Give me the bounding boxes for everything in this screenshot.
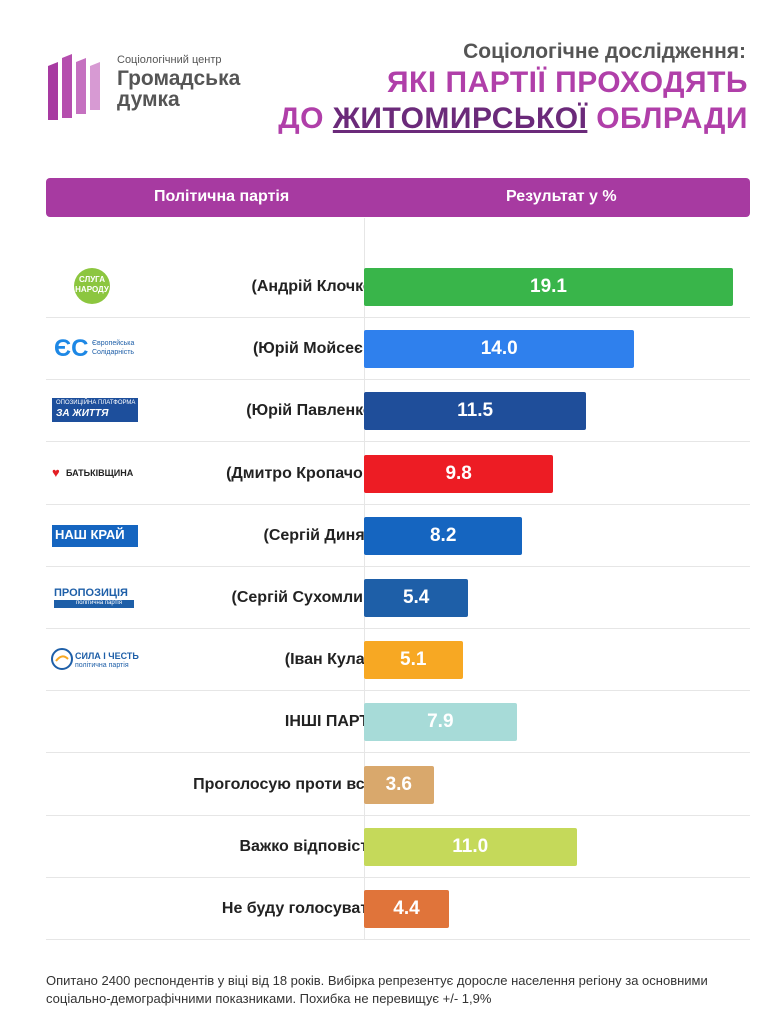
nash-krai-logo: НАШ КРАЙ	[50, 516, 142, 554]
bar: 3.6	[364, 765, 434, 804]
logo-name: Громадська думка	[117, 67, 241, 111]
bar: 5.1	[364, 641, 463, 680]
bar-value-label: 7.9	[427, 711, 454, 733]
bar: 4.4	[364, 890, 449, 928]
chart-row: (Сергій Диняк)	[46, 505, 750, 567]
header-result: Результат у %	[506, 188, 617, 205]
chart-row: (Сергій Сухомлин)	[46, 567, 750, 629]
bar: 11.0	[364, 827, 577, 866]
syla-i-chest-logo: СИЛА І ЧЕСТЬ політична партія	[50, 640, 142, 678]
bar-value-label: 5.1	[400, 649, 427, 671]
category-label: (Юрій Мойсеєв)	[252, 340, 378, 358]
yevropeiska-solidarnist-logo: ЄС Європейська Солідарність	[54, 335, 135, 363]
row-separator	[46, 503, 750, 505]
bar: 14.0	[364, 330, 635, 369]
category-label: (Сергій Диняк)	[263, 526, 378, 544]
row-separator	[46, 441, 750, 443]
title-top: Соціологічне дослідження:	[463, 40, 746, 63]
bar: 19.1	[364, 268, 733, 306]
chart-row: (Дмитро Кропачов)	[46, 443, 750, 505]
row-separator	[46, 565, 750, 567]
bar-value-label: 9.8	[445, 462, 472, 484]
category-label: Важко відповісти	[239, 837, 378, 855]
logo-bars-icon	[48, 54, 100, 120]
bar: 8.2	[364, 516, 523, 555]
bar-value-label: 11.5	[457, 400, 494, 422]
footnote: Опитано 2400 респондентів у віці від 18 …	[46, 973, 708, 1006]
header-party: Політична партія	[154, 188, 290, 205]
category-label: (Андрій Клочко)	[251, 278, 378, 295]
bar-value-label: 8.2	[429, 524, 457, 546]
logo: Соціологічний центр Громадська думка	[46, 52, 240, 122]
bar: 7.9	[364, 703, 517, 742]
row-separator	[46, 628, 750, 629]
chart-row: Проголосую проти всіх	[46, 754, 750, 816]
bar: 11.5	[364, 392, 587, 431]
chart-row: (Юрій Павленко)	[46, 380, 750, 443]
chart-row: Важко відповісти	[46, 816, 750, 878]
propozytsiia-logo: ПРОПОЗИЦІЯ політична партія	[50, 578, 142, 616]
category-label: ІНШІ ПАРТІЇ	[284, 713, 378, 731]
sluha-narodu-logo: СЛУГА НАРОДУ	[50, 267, 142, 305]
row-separator	[46, 317, 750, 318]
title-line-1: ЯКІ ПАРТІЇ ПРОХОДЯТЬ	[386, 66, 748, 99]
bar-value-label: 14.0	[480, 338, 518, 360]
bar: 9.8	[364, 454, 554, 493]
bar-value-label: 19.1	[530, 276, 567, 297]
bar-value-label: 11.0	[452, 835, 489, 857]
chart-row: ІНШІ ПАРТІЇ	[46, 691, 750, 754]
logo-subtitle: Соціологічний центр	[117, 54, 222, 66]
row-separator	[46, 814, 750, 816]
row-separator	[46, 690, 750, 692]
category-label: (Дмитро Кропачов)	[226, 464, 378, 482]
chart-row: Не буду голосувати	[46, 878, 750, 940]
bar: 5.4	[364, 579, 469, 617]
batkivshchyna-logo: ♥ БАТЬКІВЩИНА	[52, 464, 134, 480]
bar-value-label: 4.4	[393, 898, 420, 919]
title-line-2: ДО ЖИТОМИРСЬКОЇ ОБЛРАДИ	[278, 102, 748, 135]
title-highlight: ЖИТОМИРСЬКОЇ	[332, 102, 588, 135]
opzzh-logo: ОПОЗИЦІЙНА ПЛАТФОРМА ЗА ЖИТТЯ	[50, 391, 142, 429]
category-label: (Юрій Павленко)	[246, 402, 378, 420]
row-separator	[46, 876, 750, 878]
chart-row: (Іван Кулак)	[46, 629, 750, 692]
table-header: Політична партія Результат у %	[46, 178, 750, 217]
category-label: (Сергій Сухомлин)	[231, 589, 378, 606]
chart-row: (Андрій Клочко)	[46, 256, 750, 318]
bar-value-label: 5.4	[402, 587, 430, 608]
row-separator	[46, 752, 750, 754]
category-label: (Іван Кулак)	[284, 651, 378, 669]
chart-row: (Юрій Мойсеєв)	[46, 318, 750, 381]
row-separator	[46, 939, 750, 940]
category-label: Проголосую проти всіх	[193, 775, 378, 793]
bar-value-label: 3.6	[385, 773, 412, 795]
category-label: Не буду голосувати	[221, 900, 378, 917]
heart-icon: ♥	[52, 464, 60, 480]
row-separator	[46, 379, 750, 381]
